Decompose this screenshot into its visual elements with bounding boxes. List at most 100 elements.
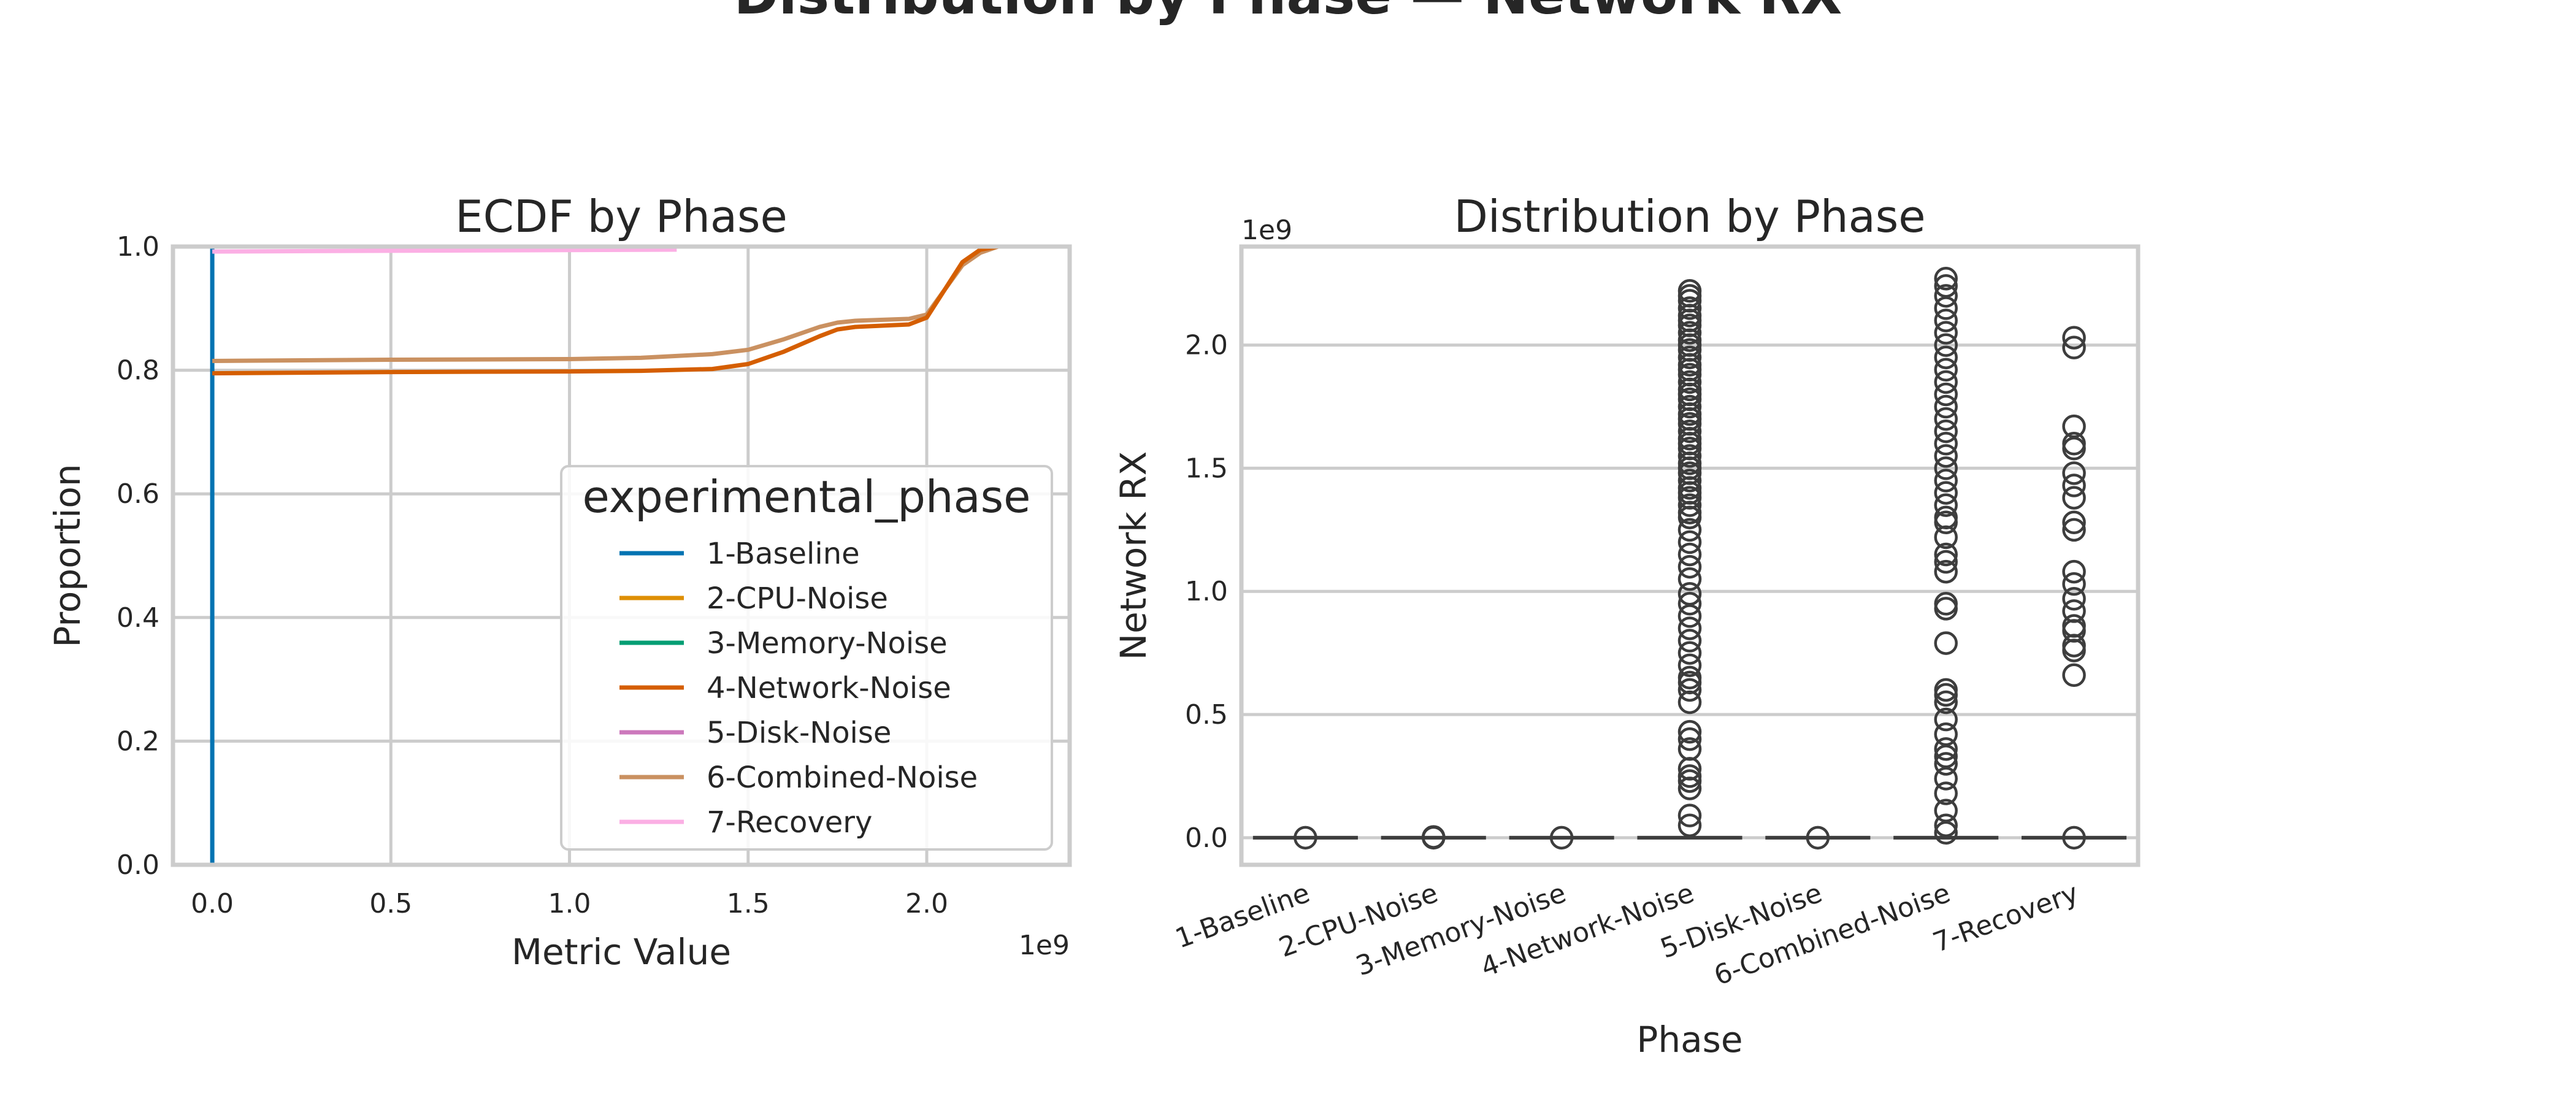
- box-outlier-point: [1934, 690, 1958, 715]
- ecdf-x-tick-label: 1.5: [727, 888, 770, 919]
- box-outlier-point: [1677, 419, 1702, 443]
- ecdf-legend-label: 4-Network-Noise: [707, 671, 951, 705]
- ecdf-legend-label: 5-Disk-Noise: [707, 716, 891, 750]
- box-outlier-point: [2062, 432, 2086, 456]
- ecdf-legend-label: 1-Baseline: [707, 537, 860, 571]
- box-outlier-point: [1934, 597, 1958, 621]
- box-outlier-point: [1677, 394, 1702, 419]
- box-outlier-point: [2062, 663, 2086, 688]
- ecdf-x-tick-label: 0.0: [191, 888, 234, 919]
- box-outlier-point: [1934, 493, 1958, 517]
- ecdf-x-tick-label: 2.0: [905, 888, 948, 919]
- box-outlier-point: [2062, 599, 2086, 623]
- box-outlier-point: [2062, 473, 2086, 497]
- box-outlier-point: [1934, 345, 1958, 369]
- box-outlier-point: [1677, 309, 1702, 332]
- box-outlier-point: [1934, 707, 1958, 732]
- box-outlier-point: [1677, 813, 1702, 837]
- box-outlier-point: [1934, 456, 1958, 480]
- box-outlier-point: [1677, 629, 1702, 653]
- box-outlier-point: [1677, 567, 1702, 591]
- box-outlier-point: [1934, 781, 1958, 805]
- box-outlier-point: [2062, 619, 2086, 643]
- box-y-scale-label: 1e9: [1241, 215, 1292, 246]
- box-outlier-point: [1677, 505, 1702, 530]
- box-outlier-point: [1677, 432, 1702, 456]
- box-outlier-point: [1677, 592, 1702, 616]
- box-outlier-point: [1934, 813, 1958, 837]
- box-outlier-point: [1934, 419, 1958, 443]
- box-outlier-point: [1677, 803, 1702, 827]
- box-marks: [1252, 266, 2127, 850]
- box-y-tick-label: 2.0: [1185, 330, 1228, 361]
- ecdf-series-line: [212, 247, 677, 254]
- box-outlier-point: [1677, 604, 1702, 628]
- box-outlier-point: [1422, 825, 1446, 849]
- box-y-tick-label: 0.0: [1185, 822, 1228, 854]
- box-outlier-point: [1677, 444, 1702, 468]
- ecdf-legend: experimental_phase 1-Baseline 2-CPU-Noise…: [560, 465, 1053, 851]
- box-outlier-point: [1677, 358, 1702, 382]
- ecdf-series-line: [212, 244, 1016, 363]
- box-outlier-point: [1677, 518, 1702, 542]
- box-grid: [1241, 343, 2138, 840]
- box-title: Distribution by Phase: [1454, 191, 1925, 242]
- box-outlier-point: [1934, 469, 1958, 493]
- box-outlier-point: [1934, 274, 1958, 298]
- box-outlier-point: [1934, 309, 1958, 332]
- box-xlabel: Phase: [1636, 1019, 1742, 1060]
- box-outlier-point: [2062, 638, 2086, 662]
- ecdf-xlabel: Metric Value: [512, 931, 731, 973]
- box-outlier-point: [1934, 678, 1958, 702]
- box-outlier-point: [1934, 505, 1958, 530]
- box-y-tick-label: 0.5: [1185, 699, 1228, 730]
- box-outlier-point: [1677, 764, 1702, 788]
- box-outlier-point: [1677, 481, 1702, 505]
- box-outlier-point: [2062, 518, 2086, 542]
- box-outlier-point: [1677, 382, 1702, 407]
- box-outlier-point: [1934, 370, 1958, 394]
- box-outlier-point: [2062, 414, 2086, 439]
- box-y-tick-label: 1.5: [1185, 453, 1228, 484]
- box-outlier-point: [1677, 737, 1702, 761]
- box-outlier-point: [1677, 530, 1702, 554]
- box-outlier-point: [2062, 826, 2086, 850]
- box-outlier-point: [1934, 407, 1958, 431]
- box-outlier-point: [2062, 486, 2086, 510]
- box-outlier-point: [1934, 444, 1958, 468]
- ecdf-y-tick-label: 0.2: [117, 726, 159, 757]
- ecdf-title: ECDF by Phase: [455, 191, 788, 242]
- box-outlier-point: [1934, 752, 1958, 776]
- ecdf-y-tick-label: 0.0: [117, 849, 159, 881]
- box-outlier-point: [1934, 432, 1958, 456]
- ecdf-legend-title: experimental_phase: [583, 471, 1031, 523]
- box-outlier-point: [1677, 641, 1702, 665]
- box-outlier-point: [1677, 279, 1702, 303]
- box-outlier-point: [1677, 370, 1702, 394]
- ecdf-y-tick-label: 1.0: [117, 231, 159, 263]
- box-x-tick-label: 4-Network-Noise: [1477, 877, 1698, 983]
- ecdf-legend-label: 7-Recovery: [707, 805, 872, 840]
- box-outlier-point: [1934, 737, 1958, 761]
- box-outlier-point: [1677, 284, 1702, 308]
- box-outlier-point: [2062, 559, 2086, 584]
- box-outlier-point: [1934, 382, 1958, 407]
- box-outlier-point: [1934, 722, 1958, 746]
- box-panel: 0.00.51.01.52.01-Baseline2-CPU-Noise3-Me…: [1113, 191, 2141, 1060]
- box-outlier-point: [1677, 345, 1702, 369]
- box-outlier-point: [1934, 799, 1958, 822]
- box-outlier-point: [2062, 614, 2086, 638]
- ecdf-axes-frame: [171, 244, 1072, 867]
- ecdf-y-tick-label: 0.6: [117, 478, 159, 510]
- box-outlier-point: [1934, 592, 1958, 616]
- box-outlier-point: [1677, 296, 1702, 320]
- ecdf-x-scale-label: 1e9: [1019, 930, 1070, 961]
- box-outlier-point: [1677, 727, 1702, 751]
- box-outlier-point: [1677, 581, 1702, 606]
- box-outlier-point: [1677, 469, 1702, 493]
- ecdf-legend-label: 6-Combined-Noise: [707, 761, 978, 795]
- ecdf-x-tick-label: 0.5: [369, 888, 412, 919]
- box-outlier-point: [1934, 296, 1958, 320]
- box-outlier-point: [1677, 665, 1702, 690]
- figure-title: Distribution by Phase — Network RX: [734, 0, 1842, 26]
